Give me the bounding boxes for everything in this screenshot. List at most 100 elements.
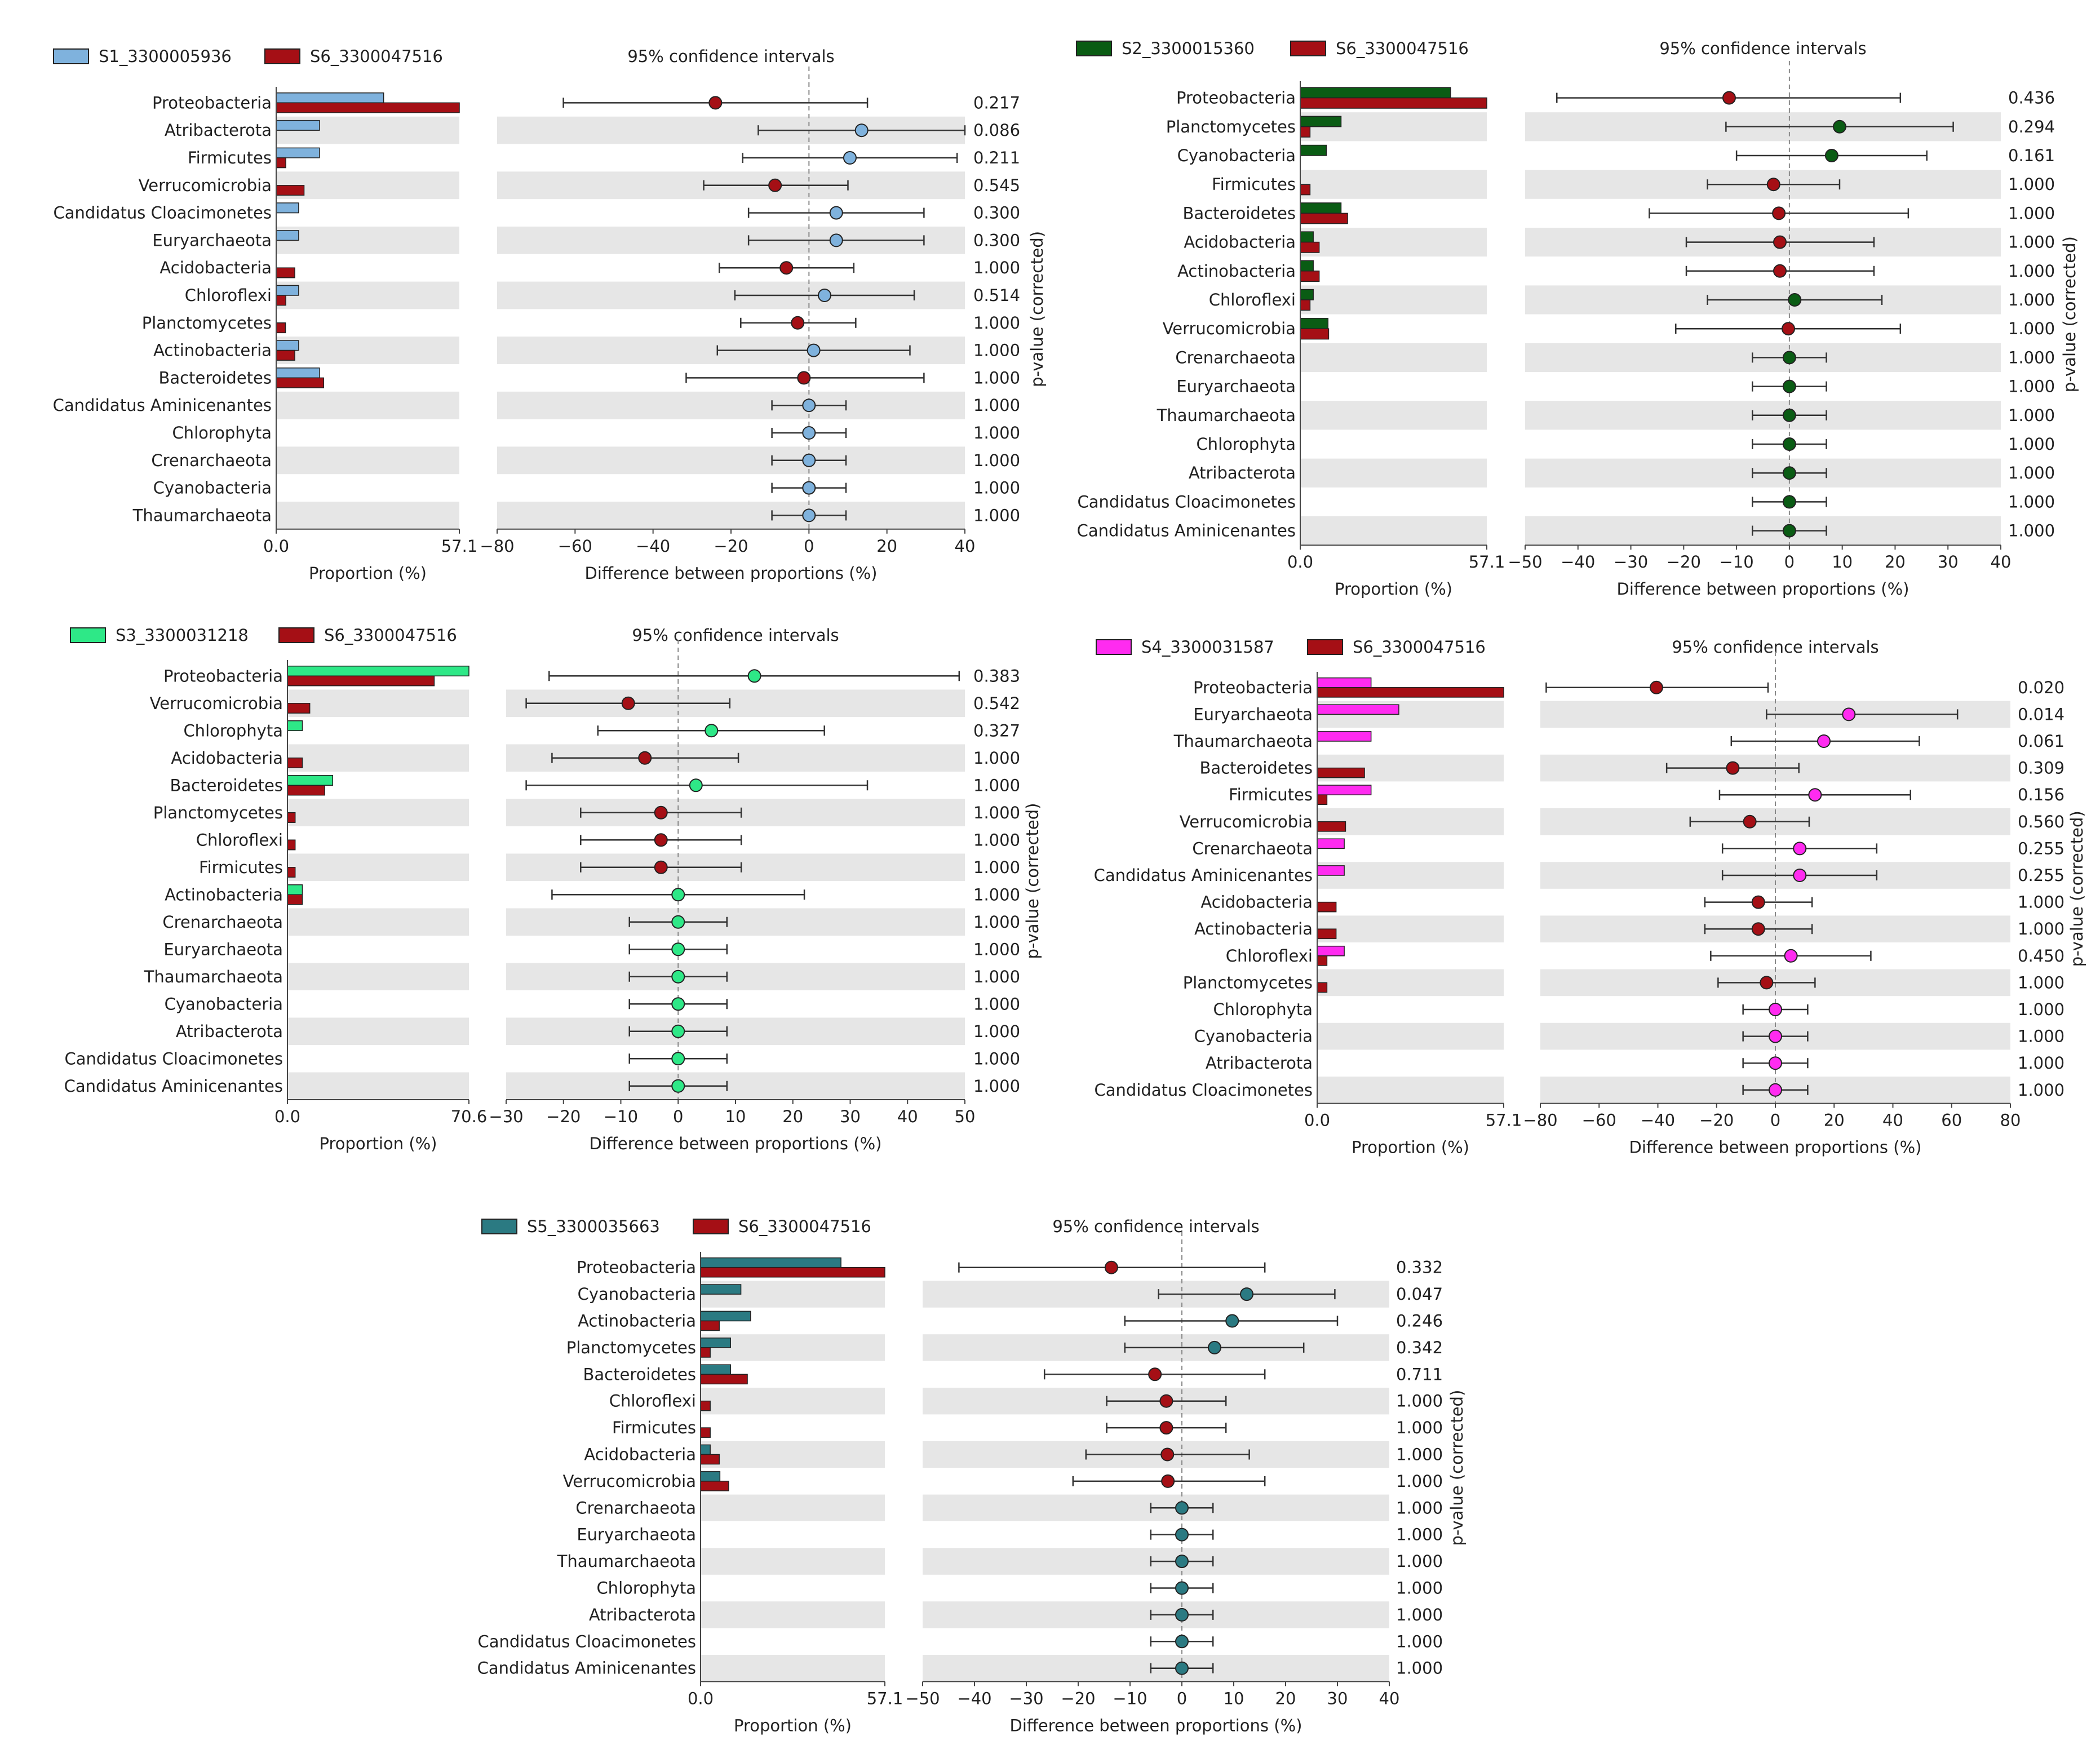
row-shade (701, 1388, 885, 1415)
prop-tick-label: 57.1 (441, 537, 478, 556)
diff-tick-label: 20 (782, 1107, 803, 1126)
category-label: Planctomycetes (1183, 973, 1313, 992)
diff-point (1175, 1661, 1189, 1675)
category-label: Acidobacteria (1200, 893, 1313, 912)
category-label: Verrucomicrobia (563, 1472, 696, 1491)
diff-point (768, 178, 782, 192)
diff-point (1842, 707, 1856, 721)
p-value: 0.545 (973, 176, 1020, 195)
category-label: Chloroflexi (185, 286, 272, 305)
legend-label: S6_3300047516 (1336, 39, 1469, 58)
diff-tick-label: −60 (1582, 1111, 1616, 1130)
p-value: 1.000 (973, 994, 1020, 1013)
bar-sample-b (276, 157, 286, 169)
category-label: Cyanobacteria (153, 479, 272, 498)
pvalue-axis-label: p-value (corrected) (1023, 803, 1042, 959)
legend-swatch (70, 627, 106, 643)
row-shade (287, 1017, 469, 1045)
row-shade (1317, 915, 1504, 942)
diff-point (1769, 1029, 1782, 1043)
category-label: Bacteroidetes (583, 1365, 696, 1384)
diff-tick-label: −50 (1508, 552, 1542, 572)
row-shade (506, 963, 965, 990)
bar-sample-a (1300, 289, 1314, 300)
p-value: 1.000 (973, 313, 1020, 333)
p-value: 1.000 (973, 885, 1020, 904)
row-shade (1317, 808, 1504, 835)
p-value: 1.000 (973, 341, 1020, 360)
p-value: 1.000 (2008, 492, 2055, 511)
p-value: 1.000 (2008, 233, 2055, 252)
p-value: 1.000 (2018, 1000, 2064, 1019)
category-label: Chloroflexi (609, 1392, 696, 1411)
row-shade (287, 908, 469, 936)
diff-point (854, 123, 869, 138)
p-value: 1.000 (1396, 1525, 1443, 1544)
category-label: Crenarchaeota (151, 451, 272, 470)
diff-xlabel: Difference between proportions (%) (1617, 579, 1910, 599)
category-label: Planctomycetes (1166, 117, 1296, 136)
category-label: Chlorophyta (183, 721, 283, 740)
category-label: Actinobacteria (165, 885, 283, 904)
bar-sample-b (287, 675, 435, 687)
bar-sample-b (700, 1454, 720, 1465)
diff-tick-label: 20 (1275, 1689, 1296, 1708)
bar-sample-b (700, 1267, 885, 1278)
category-label: Proteobacteria (1176, 88, 1296, 108)
bar-sample-b (287, 894, 303, 905)
bar-sample-b (287, 839, 296, 851)
category-label: Candidatus Aminicenantes (1077, 521, 1296, 541)
legend-swatch (264, 48, 300, 64)
category-label: Candidatus Cloacimonetes (54, 203, 272, 223)
row-shade (276, 446, 459, 475)
diff-tick-label: −20 (714, 537, 748, 556)
bar-sample-a (276, 202, 299, 214)
p-value: 1.000 (2008, 435, 2055, 454)
row-shade (276, 391, 459, 419)
row-shade (497, 391, 965, 419)
bar-sample-a (1300, 231, 1314, 243)
category-label: Crenarchaeota (1175, 348, 1296, 367)
legend-label: S6_3300047516 (310, 47, 443, 66)
p-value: 1.000 (973, 1077, 1020, 1096)
bar-sample-a (700, 1471, 721, 1482)
category-label: Chlorophyta (172, 423, 272, 442)
diff-point (638, 751, 652, 765)
p-value: 0.332 (1396, 1258, 1443, 1277)
diff-tick-label: −80 (1523, 1111, 1557, 1130)
p-value: 1.000 (973, 451, 1020, 470)
row-shade (287, 853, 469, 881)
diff-point (1832, 119, 1846, 134)
category-label: Atribacterota (589, 1605, 696, 1624)
bar-sample-b (1317, 928, 1337, 940)
row-shade (1300, 343, 1487, 372)
diff-point (1769, 1083, 1782, 1097)
bar-sample-b (276, 267, 295, 278)
bar-sample-b (276, 349, 295, 361)
category-label: Thaumarchaeota (557, 1552, 696, 1571)
prop-tick-label: 0.0 (688, 1689, 714, 1708)
category-label: Euryarchaeota (577, 1525, 696, 1544)
category-label: Firmicutes (612, 1418, 696, 1437)
diff-point (1175, 1501, 1189, 1515)
category-label: Actinobacteria (153, 341, 272, 360)
row-shade (1317, 969, 1504, 997)
row-shade (701, 1601, 885, 1628)
bar-sample-b (1317, 794, 1328, 805)
diff-point (1175, 1581, 1189, 1595)
row-shade (287, 1072, 469, 1100)
diff-point (705, 724, 719, 738)
bar-sample-b (287, 867, 296, 878)
row-shade (1300, 458, 1487, 488)
diff-point (1782, 351, 1796, 365)
category-label: Candidatus Aminicenantes (1094, 866, 1313, 885)
p-value: 1.000 (1396, 1632, 1443, 1651)
diff-point (818, 289, 831, 302)
bar-sample-b (700, 1320, 720, 1331)
bar-sample-a (700, 1338, 732, 1348)
bar-sample-a (700, 1444, 711, 1455)
p-value: 1.000 (2008, 406, 2055, 425)
p-value: 0.711 (1396, 1365, 1443, 1384)
chart-panel-5: S5_3300035663 S6_3300047516 95% confidence… (477, 1217, 1467, 1735)
diff-point (1782, 466, 1796, 480)
